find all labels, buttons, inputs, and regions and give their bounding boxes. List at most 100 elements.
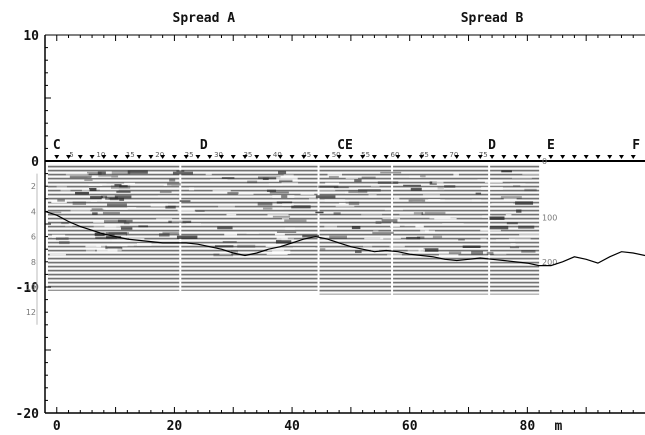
reflection-mark [127,207,137,209]
reflection-mark [65,173,89,176]
reflection-mark [258,176,281,180]
reflection-mark [387,254,402,256]
geophone-marker [407,155,413,159]
reflection-mark [404,224,420,227]
reflection-mark [319,188,336,192]
reflection-mark [370,249,380,253]
reflection-mark [90,200,98,202]
reflection-mark [257,202,273,206]
reflection-mark [500,195,522,199]
reflection-mark [227,191,239,195]
reflection-mark [496,239,516,242]
reflection-mark [399,212,422,216]
reflection-mark [136,243,152,246]
geophone-marker [466,155,472,159]
reflection-mark [117,219,133,223]
shot-point-label: F [632,138,640,153]
reflection-mark [345,177,358,180]
reflection-mark [381,219,398,223]
reflection-mark [96,244,106,247]
geophone-marker [501,155,507,159]
reflection-mark [91,208,104,210]
reflection-mark [328,175,339,178]
profile-right-tick-label: 0 [542,157,547,166]
x-tick-label: 0 [53,419,61,434]
reflection-mark [103,219,127,223]
reflection-mark [56,185,67,190]
reflection-mark [438,254,459,257]
reflection-mark [329,235,347,239]
reflection-mark [274,231,285,236]
reflection-mark [276,201,293,204]
reflection-mark [432,235,443,239]
reflection-mark [176,170,185,172]
geophone-marker [124,155,130,159]
reflection-mark [217,226,233,230]
geophone-marker [571,155,577,159]
reflection-mark [519,233,541,237]
reflection-mark [276,236,288,240]
reflection-mark [319,248,326,251]
reflection-mark [415,224,424,228]
profile-right-tick-label: 100 [542,214,557,223]
reflection-mark [325,182,340,185]
x-tick-label: 40 [284,419,300,434]
reflection-mark [100,195,108,199]
y-tick-label: 0 [31,155,39,170]
reflection-mark [285,227,295,230]
reflection-mark [471,199,482,202]
reflection-mark [324,224,338,229]
reflection-mark [416,236,425,239]
reflection-mark [424,211,446,215]
reflection-mark [96,248,118,252]
reflection-mark [268,183,283,186]
reflection-mark [380,236,401,239]
reflection-mark [524,188,537,192]
geophone-marker [618,155,624,159]
profile-left-tick-label: 12 [26,308,36,317]
geophone-marker [301,155,307,159]
reflection-mark [172,171,193,175]
reflection-mark [377,181,399,184]
reflection-mark [407,249,421,253]
reflection-mark [358,189,381,192]
reflection-mark [188,187,195,191]
shot-points: C D CE D E F [53,138,640,159]
geophone-marker [289,155,295,159]
profile-top-tick-label: 75 [479,151,488,159]
geophone-marker [595,155,601,159]
reflection-mark [105,196,118,200]
reflection-mark [422,193,440,198]
radar-section-1 [47,164,181,291]
x-tick-label: 60 [402,419,418,434]
reflection-mark [267,214,289,218]
reflection-mark [375,220,382,224]
reflection-mark [505,213,512,217]
reflection-mark [272,250,291,254]
reflection-mark [107,244,128,247]
reflection-mark [354,250,362,254]
reflection-mark [281,217,290,220]
reflection-mark [318,185,339,188]
profile-right-tick-label: 200 [542,258,557,267]
reflection-mark [169,178,176,182]
reflection-mark [281,182,299,185]
reflection-mark [275,240,292,244]
reflection-mark [480,229,501,232]
reflection-mark [333,212,341,215]
reflection-mark [372,231,394,234]
reflection-mark [380,171,402,174]
reflection-mark [420,175,426,178]
reflection-mark [114,183,122,187]
profile-top-tick-label: 40 [273,151,282,159]
reflection-mark [513,185,521,187]
spread-label: Spread B [461,11,524,26]
radar-section-2 [180,164,319,291]
profile-top-tick-label: 30 [214,151,223,159]
geophone-marker [430,155,436,159]
geophone-marker [442,155,448,159]
reflection-mark [267,249,285,252]
reflection-mark [308,198,317,202]
geophone-marker [548,155,554,159]
